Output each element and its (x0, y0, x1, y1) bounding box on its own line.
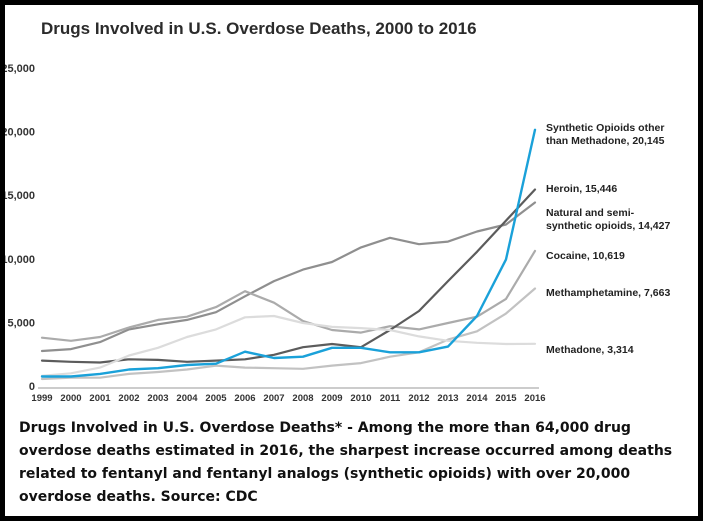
x-tick-label: 1999 (31, 393, 52, 404)
series-line-natural-and-semi-synthetic-opioids (40, 201, 537, 353)
line-chart: 0 5,000 10,000 15,000 20,000 25,000 1999 2000 20… (5, 63, 670, 404)
series-line-methadone (40, 314, 537, 377)
series-label: Synthetic Opioids other (546, 122, 664, 134)
y-tick-label: 0 (29, 381, 35, 393)
series-label: Methamphetamine, 7,663 (546, 287, 670, 299)
x-tick-label: 2015 (495, 393, 517, 404)
y-tick-label: 10,000 (5, 254, 35, 266)
series-label: Cocaine, 10,619 (546, 250, 625, 262)
x-tick-label: 2012 (408, 393, 429, 404)
x-tick-label: 2016 (524, 393, 545, 404)
y-tick-label: 20,000 (5, 127, 35, 139)
series-label: Natural and semi- (546, 207, 635, 219)
x-tick-label: 2013 (437, 393, 458, 404)
y-tick-label: 5,000 (7, 317, 35, 329)
series-label: than Methadone, 20,145 (546, 135, 665, 147)
x-tick-label: 2005 (205, 393, 227, 404)
x-tick-label: 2009 (321, 393, 342, 404)
series-label: Methadone, 3,314 (546, 344, 634, 356)
series-line-synthetic-opioids-other-than-methadone (40, 128, 537, 378)
x-tick-label: 2008 (292, 393, 313, 404)
x-tick-label: 2014 (466, 393, 488, 404)
chart-frame: Drugs Involved in U.S. Overdose Deaths, … (5, 5, 698, 516)
series-line-methamphetamine (40, 287, 537, 381)
x-tick-label: 2002 (118, 393, 139, 404)
series-line-heroin (40, 188, 537, 364)
y-tick-label: 15,000 (5, 190, 35, 202)
x-tick-label: 2007 (263, 393, 284, 404)
series-label: Heroin, 15,446 (546, 183, 617, 195)
series-label: synthetic opioids, 14,427 (546, 220, 670, 232)
x-tick-label: 2010 (350, 393, 371, 404)
x-tick-label: 2003 (147, 393, 168, 404)
x-tick-label: 2006 (234, 393, 255, 404)
chart-title: Drugs Involved in U.S. Overdose Deaths, … (41, 19, 477, 38)
chart-caption: Drugs Involved in U.S. Overdose Deaths* … (19, 420, 673, 505)
series-line-cocaine (40, 249, 537, 342)
x-tick-label: 2001 (89, 393, 111, 404)
y-tick-label: 25,000 (5, 63, 35, 75)
x-tick-label: 2000 (60, 393, 81, 404)
x-tick-label: 2011 (380, 393, 401, 404)
x-tick-label: 2004 (176, 393, 198, 404)
